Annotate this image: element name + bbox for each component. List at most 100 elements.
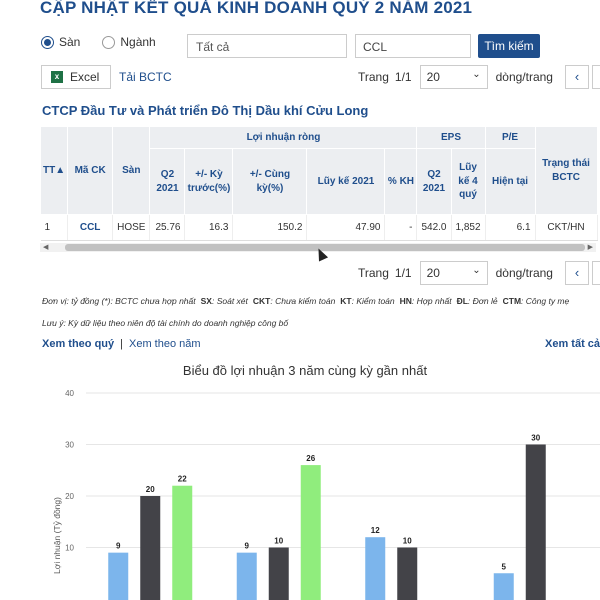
ticker-search-input[interactable]: CCL [355,34,471,58]
company-name: CTCP Đầu Tư và Phát triển Đô Thị Dầu khí… [42,103,369,118]
chevron-down-icon: ⌄ [472,69,481,80]
radio-san-circle[interactable] [41,35,54,49]
legend-value: : Kiểm toán [351,296,395,306]
excel-icon: x [51,71,63,83]
chart-bar [300,465,321,600]
bar-data-label: 26 [306,454,315,463]
col-kh: % KH [384,148,418,215]
per-page-value: 20 [426,70,440,84]
chart-bar [236,552,257,600]
y-tick-label: 40 [65,389,74,398]
legend-key: CTM [502,296,522,306]
legend-item: SX: Soát xét [201,296,248,306]
view-by-year-link[interactable]: Xem theo năm [128,338,201,350]
chart-bar [365,537,386,600]
col-yoy: +/- Cùng kỳ(%) [232,148,308,215]
col-ticker: Mã CK [67,126,114,215]
col-eps-q2: Q2 2021 [416,148,452,215]
bar-data-label: 9 [245,542,250,551]
chevron-down-icon: ⌄ [472,265,481,276]
legend-item: KT: Kiểm toán [340,296,394,306]
prev-page-button[interactable]: ‹ [564,261,589,285]
col-status: Trạng thái BCTC [534,126,598,215]
bar-data-label: 22 [178,475,187,484]
radio-nganh-label: Ngành [120,35,156,49]
col-group-pe: P/E [484,126,536,149]
legend-key: CKT [252,296,271,306]
profit-chart: 10 20 30 40 Lợi nhuận (Tỷ đồng) 9 20 22 9 10 26 12 1… [52,389,600,600]
excel-label: Excel [70,70,100,84]
col-eps-ytd: Lũy kế 4 quý [450,148,486,215]
chart-bar [108,552,129,600]
scroll-right-icon[interactable]: ▶ [587,244,593,251]
view-mode-links: Xem theo quý | Xem theo năm [42,338,201,350]
legend-key: HN [399,296,412,306]
legend-key: SX [200,296,212,306]
scrollbar-thumb[interactable] [65,244,585,251]
cell-eps-q2: 542.0 [416,214,452,241]
per-page-select[interactable]: 20 ⌄ [419,261,488,285]
page-value: 1/1 [394,70,412,84]
bar-data-label: 30 [531,434,540,443]
col-stt[interactable]: TT▲ [40,126,69,215]
cell-ytd: 47.90 [306,214,386,241]
prev-page-button[interactable]: ‹ [564,65,589,89]
next-page-button[interactable]: › [591,65,600,89]
legend-value: : Hợp nhất [411,296,452,306]
radio-san-label: Sàn [59,35,81,49]
col-group-profit: Lợi nhuận ròng [149,126,418,149]
horizontal-scrollbar[interactable]: ◀ ▶ [40,243,596,252]
cell-kh: - [384,214,418,241]
y-tick-label: 20 [65,492,74,501]
cell-q2: 25.76 [149,214,186,241]
radio-nganh[interactable]: Ngành [102,35,156,49]
col-ytd: Lũy kế 2021 [306,148,386,215]
download-report-link[interactable]: Tải BCTC [119,70,172,84]
y-tick-label: 10 [65,544,74,553]
cell-pe: 6.1 [485,214,536,241]
bar-data-label: 10 [274,537,283,546]
y-tick-label: 30 [65,441,74,450]
cell-yoy: 150.2 [232,214,308,241]
chart-bar [493,573,514,600]
legend-value: : Soát xét [211,296,248,306]
next-page-button[interactable]: › [591,261,600,285]
radio-san[interactable]: Sàn [41,35,80,49]
per-page-value: 20 [426,266,440,280]
chart-title: Biểu đồ lợi nhuận 3 năm cùng kỳ gần nhất [182,363,428,378]
page-title: CẬP NHẬT KẾT QUẢ KINH DOANH QUÝ 2 NĂM 20… [40,0,473,17]
cell-stt: 1 [40,214,69,241]
view-separator: | [120,338,123,350]
page-label: Trang [358,266,389,280]
excel-export-button[interactable]: x Excel [41,65,111,89]
bar-data-label: 12 [371,526,380,535]
col-group-eps: EPS [416,126,486,149]
search-button[interactable]: Tìm kiếm [478,34,540,58]
exchange-industry-toggle: Sàn Ngành [41,35,178,49]
bar-data-label: 10 [403,537,412,546]
cell-exchange: HOSE [112,214,151,241]
results-table-container: TT▲ Mã CK Sàn Lợi nhuận ròng EPS P/E Trạ… [40,126,600,242]
legend-key: KT [340,296,352,306]
chart-bar [172,485,193,600]
chart-bar [268,547,289,600]
per-page-label: dòng/trang [495,266,553,280]
page-label: Trang [358,70,389,84]
radio-nganh-circle[interactable] [102,35,116,49]
bar-data-label: 5 [502,562,507,571]
view-all-link[interactable]: Xem tất cả [545,338,600,350]
bar-data-label: 9 [116,542,121,551]
pager-top: Trang 1/1 20 ⌄ dòng/trang ‹ › [358,65,600,89]
view-by-quarter-link[interactable]: Xem theo quý [42,338,115,350]
exchange-select[interactable]: Tất cả [187,34,347,58]
pager-bottom: Trang 1/1 20 ⌄ dòng/trang ‹ › [358,261,600,285]
cell-ticker[interactable]: CCL [67,214,114,241]
legend-item: CTM: Công ty mẹ [503,296,570,306]
col-pe-now: Hiện tại [484,148,536,215]
per-page-select[interactable]: 20 ⌄ [419,65,488,89]
per-page-label: dòng/trang [495,70,553,84]
chart-bar [525,444,546,600]
scroll-left-icon[interactable]: ◀ [43,244,49,251]
cell-prev-q: 16.3 [184,214,234,241]
legend-item: HN: Hợp nhất [400,296,452,306]
